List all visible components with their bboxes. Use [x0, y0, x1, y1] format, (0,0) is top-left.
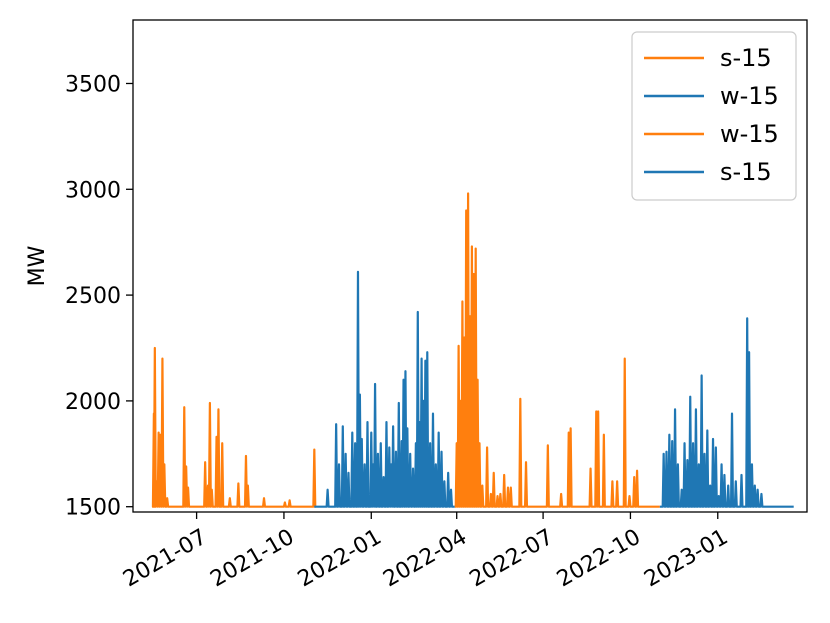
y-tick-label: 2500 [65, 284, 121, 309]
x-tick-label: 2022-07 [466, 525, 558, 593]
x-tick-label: 2022-01 [294, 525, 386, 593]
legend: s-15 w-15 w-15 s-15 [631, 31, 797, 201]
x-tick-label: 2021-07 [119, 525, 211, 593]
series-line-3 [454, 192, 660, 508]
series-line-2 [314, 270, 455, 508]
y-tick-label: 3500 [65, 72, 121, 97]
series-line-1 [151, 346, 317, 508]
x-tick-label: 2022-04 [379, 525, 471, 593]
y-tick-label: 1500 [65, 496, 121, 521]
legend-label: w-15 [720, 82, 779, 110]
x-tick-label: 2021-10 [206, 525, 298, 593]
y-tick-label: 3000 [65, 178, 121, 203]
legend-label: s-15 [720, 44, 772, 72]
plot-frame [132, 19, 808, 513]
legend-label: s-15 [720, 158, 772, 186]
x-tick-label: 2023-01 [640, 525, 732, 593]
series-layer [151, 192, 794, 508]
legend-label: w-15 [720, 120, 779, 148]
legend-frame [631, 31, 797, 201]
series-line-4 [659, 317, 794, 508]
y-axis-label: MW [25, 245, 50, 286]
x-tick-label: 2022-10 [553, 525, 645, 593]
y-tick-label: 2000 [65, 390, 121, 415]
